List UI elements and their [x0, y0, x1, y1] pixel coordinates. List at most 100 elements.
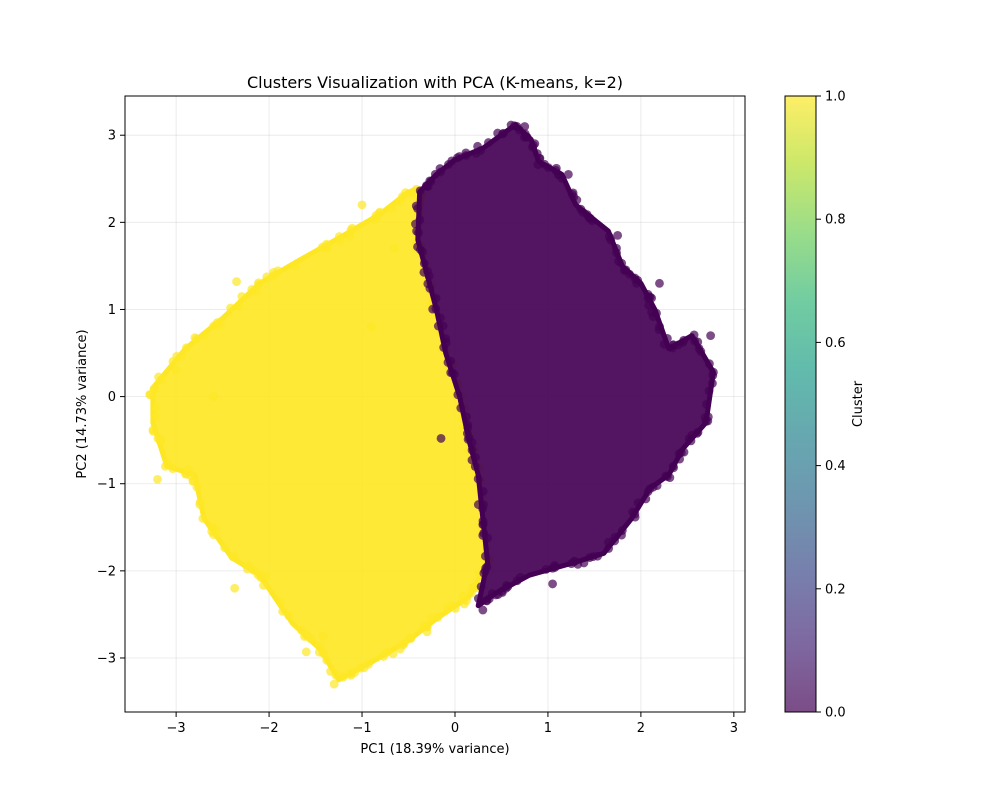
data-point — [329, 679, 339, 689]
data-point — [689, 330, 699, 340]
data-point — [659, 339, 669, 349]
data-point — [694, 344, 704, 353]
x-tick-label: −1 — [352, 721, 371, 736]
data-point — [322, 655, 332, 665]
data-point — [567, 559, 576, 569]
data-point — [148, 425, 158, 435]
data-point — [318, 648, 328, 658]
plot-frame — [124, 95, 746, 713]
data-point — [610, 532, 620, 542]
scatter-points — [145, 120, 718, 689]
data-point — [395, 644, 405, 654]
y-tick-label: 1 — [108, 303, 116, 318]
data-point — [172, 351, 182, 361]
x-tick-label: 1 — [544, 721, 552, 736]
data-point — [563, 170, 573, 179]
data-point — [481, 551, 490, 561]
data-point — [484, 594, 494, 604]
data-point — [423, 266, 433, 276]
data-point — [436, 434, 446, 443]
colorbar-gradient — [785, 96, 816, 712]
chart-title: Clusters Visualization with PCA (K-means… — [247, 73, 623, 92]
data-point — [323, 241, 333, 250]
data-point — [668, 340, 678, 350]
data-point — [411, 201, 421, 211]
data-point — [693, 427, 703, 437]
data-point — [705, 359, 714, 369]
data-point — [276, 597, 285, 607]
data-point — [708, 367, 718, 377]
data-point — [456, 403, 466, 413]
data-point — [644, 300, 654, 310]
data-point — [641, 494, 651, 504]
data-point — [585, 213, 595, 223]
x-tick-label: −2 — [259, 721, 278, 736]
data-point — [153, 474, 162, 484]
data-point — [207, 527, 217, 536]
data-point — [208, 392, 218, 401]
data-point — [346, 671, 356, 680]
data-point — [443, 358, 453, 367]
data-point — [451, 604, 460, 613]
data-point — [209, 321, 219, 331]
colorbar-tick-label: 0.6 — [825, 336, 846, 351]
colorbar-tick-label: 0.8 — [825, 213, 846, 228]
data-point — [250, 286, 260, 296]
data-point — [478, 605, 488, 615]
x-tick-label: 2 — [637, 721, 645, 736]
data-point — [461, 412, 471, 422]
data-point — [548, 579, 557, 589]
colorbar-tick-label: 0.0 — [825, 706, 846, 721]
y-axis: −3 −2 −1 0 1 2 3 — [97, 129, 125, 666]
y-tick-label: 3 — [108, 129, 116, 144]
y-tick-label: 2 — [108, 216, 116, 231]
data-point — [278, 606, 288, 616]
data-point — [702, 399, 711, 409]
data-point — [703, 416, 713, 426]
data-point — [419, 258, 429, 268]
cluster-0-points — [411, 120, 718, 615]
data-point — [652, 308, 661, 318]
data-point — [476, 582, 486, 592]
data-point — [387, 204, 397, 213]
data-point — [338, 672, 348, 682]
data-point — [195, 497, 205, 507]
data-point — [168, 464, 178, 473]
data-point — [676, 448, 686, 457]
data-point — [290, 261, 299, 271]
data-point — [182, 469, 192, 479]
x-axis: −3 −2 −1 0 1 2 3 — [167, 712, 738, 736]
data-point — [154, 372, 163, 382]
data-point — [551, 163, 561, 173]
data-point — [461, 148, 471, 158]
data-point — [617, 258, 627, 268]
data-point — [693, 337, 703, 347]
data-point — [171, 366, 181, 375]
data-point — [478, 504, 488, 514]
data-point — [229, 552, 239, 561]
data-point — [415, 186, 425, 196]
data-point — [155, 436, 165, 446]
data-point — [521, 132, 531, 141]
data-point — [612, 248, 621, 258]
data-point — [160, 461, 170, 471]
y-axis-label: PC2 (14.73% variance) — [75, 329, 90, 478]
data-point — [498, 128, 508, 138]
data-point — [444, 160, 453, 169]
data-point — [150, 412, 160, 421]
data-point — [436, 313, 445, 323]
y-tick-label: 0 — [108, 390, 116, 405]
data-point — [469, 583, 479, 593]
data-point — [532, 149, 542, 158]
data-point — [318, 631, 328, 641]
data-point — [478, 516, 488, 526]
data-point — [230, 583, 240, 593]
data-point — [417, 247, 427, 257]
data-point — [422, 181, 432, 191]
data-point — [273, 266, 283, 276]
data-point — [463, 420, 473, 430]
data-point — [593, 551, 602, 561]
data-point — [422, 627, 432, 637]
colorbar: 0.0 0.2 0.4 0.6 0.8 1.0 Cluster — [784, 90, 866, 721]
